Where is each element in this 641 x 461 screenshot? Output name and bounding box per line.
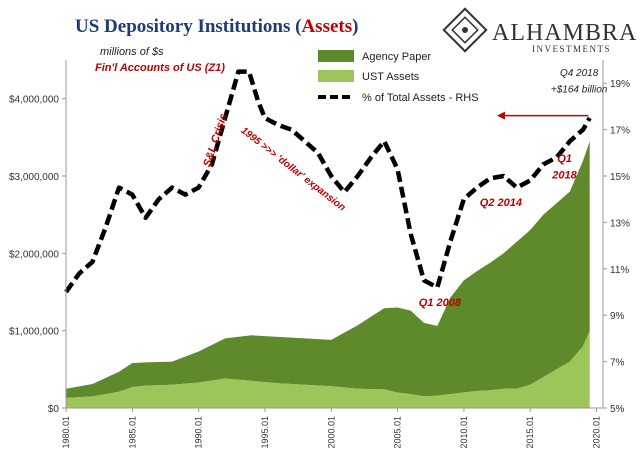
right-tick-label: 19%: [610, 79, 630, 90]
x-tick-label: 1995.01: [260, 416, 270, 449]
right-tick-label: 11%: [610, 265, 629, 276]
legend-label-ust-assets: UST Assets: [362, 71, 420, 83]
chart-subtitle: millions of $s: [100, 46, 164, 58]
legend-label-agency-paper: Agency Paper: [362, 51, 431, 63]
left-tick-label: $1,000,000: [9, 327, 59, 338]
left-tick-label: $0: [48, 404, 60, 415]
chart-title: US Depository Institutions (Assets): [75, 16, 358, 37]
annotation-arrow-head: [496, 111, 505, 120]
x-tick-label: 2010.01: [459, 416, 469, 449]
x-tick-label: 1990.01: [194, 416, 204, 449]
right-tick-label: 5%: [610, 404, 625, 415]
x-tick-label: 1985.01: [127, 416, 137, 449]
left-tick-label: $2,000,000: [9, 249, 59, 260]
brand-logo: ALHAMBRA INVESTMENTS: [442, 7, 637, 54]
series-pct-total-line: [64, 69, 592, 294]
brand-tagline: INVESTMENTS: [532, 44, 611, 54]
x-tick-label: 1980.01: [61, 416, 71, 449]
annotation-plus-164-billion: +$164 billion: [551, 84, 608, 95]
plot-layer: [64, 69, 592, 408]
right-tick-label: 9%: [610, 311, 625, 322]
brand-name: ALHAMBRA: [492, 20, 637, 46]
chart-title-paren-close: ): [352, 16, 358, 37]
chart-title-paren-open: (: [290, 16, 301, 37]
axis-layer: $0 $1,000,000 $2,000,000 $3,000,000 $4,000,0…: [9, 60, 630, 449]
chart-title-highlight: Assets: [301, 16, 352, 37]
x-tick-label: 2000.01: [326, 416, 336, 449]
annotation-sl-crisis: S&L Crisis: [201, 112, 230, 168]
right-tick-label: 17%: [610, 126, 630, 137]
brand-diamond-icon: [442, 7, 488, 53]
x-tick-label: 2015.01: [525, 416, 535, 449]
legend-label-pct-line: % of Total Assets - RHS: [362, 92, 479, 104]
series-agency-paper-area: [66, 141, 590, 398]
legend-swatch-ust-assets: [318, 70, 354, 82]
x-tick-label: 2005.01: [393, 416, 403, 449]
chart-title-main: US Depository Institutions: [75, 16, 290, 37]
right-tick-label: 15%: [610, 172, 630, 183]
right-tick-label: 13%: [610, 218, 630, 229]
annotation-q1-2018-line1: Q1: [557, 153, 572, 165]
series-ust-assets-area: [66, 330, 590, 408]
annotation-q1-2008: Q1 2008: [419, 297, 462, 309]
legend: Agency Paper UST Assets % of Total Assets …: [318, 50, 479, 104]
chart-source: Fin'l Accounts of US (Z1): [95, 62, 225, 74]
annotation-q4-2018: Q4 2018: [560, 68, 599, 79]
left-tick-label: $3,000,000: [9, 172, 59, 183]
annotation-q2-2014: Q2 2014: [480, 197, 522, 209]
annotation-q1-2018-line2: 2018: [551, 169, 577, 181]
left-tick-label: $4,000,000: [9, 95, 59, 106]
legend-swatch-agency-paper: [318, 50, 354, 62]
annotation-dollar-expansion: 1995 >>> 'dollar' expansion: [239, 125, 348, 213]
x-tick-label: 2020.01: [592, 416, 602, 449]
right-tick-label: 7%: [610, 358, 625, 369]
